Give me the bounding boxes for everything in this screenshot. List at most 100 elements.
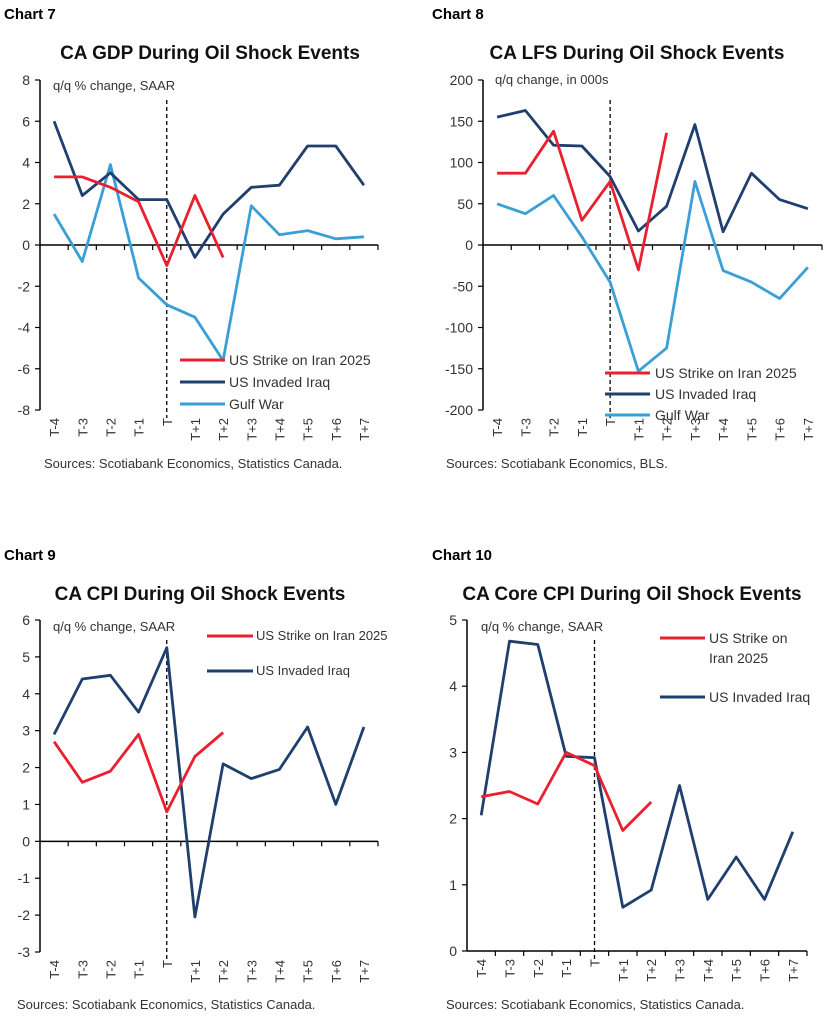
chart-10-y-tick-label: 5 [449, 612, 457, 628]
chart-9-x-tick-label: T-2 [103, 960, 118, 979]
chart-9-y-tick-label: 3 [22, 723, 30, 739]
chart-9-unit-label: q/q % change, SAAR [53, 619, 176, 634]
chart-7-x-tick-label: T-4 [47, 418, 62, 437]
chart-8-x-tick-label: T+3 [688, 418, 703, 441]
chart-7-x-tick-label: T [160, 418, 175, 426]
chart-8-y-tick-label: 200 [450, 72, 474, 88]
chart-8-y-tick-label: 50 [457, 196, 473, 212]
chart-10-x-tick-label: T-4 [474, 959, 489, 978]
chart-8-series-line-1 [496, 109, 809, 234]
chart-8-x-tick-label: T+6 [773, 418, 788, 441]
chart-7-legend-gulf: Gulf War [229, 396, 284, 412]
chart-7-x-tick-label: T-3 [75, 418, 90, 437]
chart-9-y-tick-label: 1 [22, 796, 30, 812]
chart-9-x-tick-label: T+5 [301, 960, 316, 983]
chart-9-x-tick-label: T [160, 960, 175, 968]
chart-8-y-tick-label: 0 [465, 237, 473, 253]
chart-8-y-tick-label: 100 [450, 155, 474, 171]
chart-8-unit-label: q/q change, in 000s [495, 72, 609, 87]
chart-8-y-tick-label: 150 [450, 113, 474, 129]
chart-7-x-tick-label: T+7 [357, 418, 372, 441]
chart-9-y-tick-label: -1 [18, 870, 31, 886]
chart-7-source: Sources: Scotiabank Economics, Statistic… [44, 456, 343, 471]
chart-8-y-tick-label: -150 [445, 361, 473, 377]
chart-9-y-tick-label: 5 [22, 649, 30, 665]
chart-7-series-line-1 [52, 120, 366, 259]
chart-10-x-tick-label: T+3 [673, 959, 688, 982]
chart-10-y-tick-label: 4 [449, 678, 457, 694]
chart-9-x-tick-label: T+4 [272, 960, 287, 983]
chart-7-y-tick-label: -8 [18, 402, 31, 418]
chart-9-title: CA CPI During Oil Shock Events [54, 584, 346, 605]
chart-10-source: Sources: Scotiabank Economics, Statistic… [446, 997, 745, 1012]
chart-7-series-line-2 [52, 163, 364, 362]
chart-10-x-tick-label: T [588, 959, 603, 967]
chart-7-x-tick-label: T+5 [301, 418, 316, 441]
chart-9-y-tick-label: -2 [18, 907, 31, 923]
chart-10-series-line-1 [479, 639, 795, 909]
chart-8-source: Sources: Scotiabank Economics, BLS. [446, 456, 668, 471]
chart-7-y-tick-label: -4 [18, 320, 31, 336]
chart-8-series-line-2 [496, 180, 809, 373]
chart-8-x-tick-label: T+7 [801, 418, 816, 441]
chart-9-x-tick-label: T+7 [357, 960, 372, 983]
chart-7-y-tick-label: 2 [22, 196, 30, 212]
chart-8-legend-gulf: Gulf War [655, 407, 710, 423]
chart-10-series-line-0 [480, 751, 653, 832]
chart-7-x-tick-label: T+2 [216, 418, 231, 441]
chart-9-x-tick-label: T+3 [244, 960, 259, 983]
chart-10-number: Chart 10 [432, 547, 493, 564]
chart-7-legend-iran: US Strike on Iran 2025 [229, 352, 371, 368]
chart-9-x-tick-label: T+2 [216, 960, 231, 983]
chart-10-unit-label: q/q % change, SAAR [481, 619, 604, 634]
chart-9-legend-iran: US Strike on Iran 2025 [256, 628, 388, 643]
chart-7-y-tick-label: -6 [18, 361, 31, 377]
chart-8-x-tick-label: T+4 [716, 418, 731, 441]
chart-9-y-tick-label: 2 [22, 760, 30, 776]
chart-7-legend-iraq: US Invaded Iraq [229, 374, 331, 390]
chart-10-legend-iran: US Strike on Iran 2025 [709, 630, 788, 666]
chart-10-x-tick-label: T+6 [758, 959, 773, 982]
chart-7-x-tick-label: T-1 [132, 418, 147, 437]
chart-9-legend-iraq: US Invaded Iraq [256, 663, 350, 678]
chart-9-y-tick-label: 4 [22, 686, 30, 702]
chart-8-x-tick-label: T [603, 418, 618, 426]
chart-8-y-tick-label: -200 [445, 402, 473, 418]
chart-8-x-tick-label: T-2 [547, 418, 562, 437]
chart-7-x-tick-label: T+4 [272, 418, 287, 441]
chart-9-source: Sources: Scotiabank Economics, Statistic… [17, 997, 316, 1012]
chart-7-unit-label: q/q % change, SAAR [53, 78, 176, 93]
chart-9-x-tick-label: T+6 [329, 960, 344, 983]
chart-10-x-tick-label: T-2 [531, 959, 546, 978]
chart-8-legend-iraq: US Invaded Iraq [655, 386, 757, 402]
chart-9-series-line-1 [52, 646, 366, 919]
chart-7-x-tick-label: T-2 [103, 418, 118, 437]
chart-8-x-tick-label: T+1 [631, 418, 646, 441]
chart-10-y-tick-label: 0 [449, 943, 457, 959]
chart-10-legend-iraq: US Invaded Iraq [709, 689, 811, 705]
chart-9-y-tick-label: 6 [22, 612, 30, 628]
chart-8-y-tick-label: -50 [453, 278, 473, 294]
chart-10-y-tick-label: 3 [449, 744, 457, 760]
chart-10-y-tick-label: 2 [449, 811, 457, 827]
chart-10-x-tick-label: T-1 [559, 959, 574, 978]
chart-8-x-tick-label: T-4 [490, 418, 505, 437]
chart-7-title: CA GDP During Oil Shock Events [60, 43, 360, 64]
chart-9-x-tick-label: T-3 [75, 960, 90, 979]
chart-7-y-tick-label: 0 [22, 237, 30, 253]
chart-8-x-tick-label: T+2 [660, 418, 675, 441]
chart-8-x-tick-label: T+5 [744, 418, 759, 441]
chart-8-legend-iran: US Strike on Iran 2025 [655, 365, 797, 381]
chart-10-title: CA Core CPI During Oil Shock Events [462, 584, 802, 605]
chart-8-number: Chart 8 [432, 6, 484, 23]
chart-10-x-tick-label: T+1 [616, 959, 631, 982]
chart-8-x-tick-label: T-1 [575, 418, 590, 437]
chart-8-series-line-0 [497, 129, 668, 272]
chart-9-number: Chart 9 [4, 547, 56, 564]
chart-9-y-tick-label: -3 [18, 944, 31, 960]
chart-9-y-tick-label: 0 [22, 833, 30, 849]
chart-9-x-tick-label: T+1 [188, 960, 203, 983]
chart-10-x-tick-label: T+7 [786, 959, 801, 982]
